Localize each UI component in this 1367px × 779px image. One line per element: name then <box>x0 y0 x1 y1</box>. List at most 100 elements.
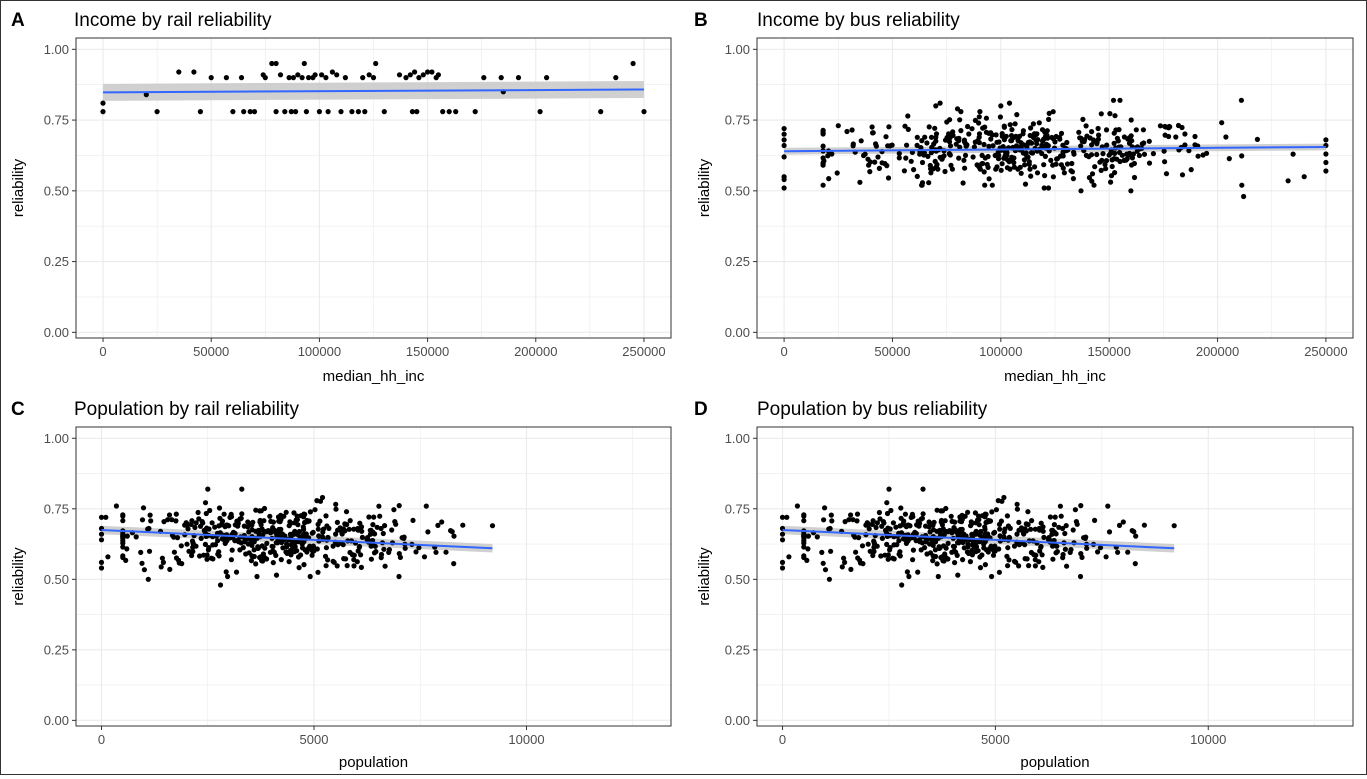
data-point <box>971 144 978 150</box>
data-point <box>173 518 179 524</box>
data-point <box>897 549 903 555</box>
data-point <box>919 159 926 166</box>
data-point <box>1239 153 1245 159</box>
data-point <box>315 526 321 532</box>
data-point <box>403 75 409 81</box>
data-point <box>995 156 1002 162</box>
data-point <box>920 486 926 492</box>
data-point <box>950 129 956 135</box>
data-point <box>977 109 983 115</box>
data-point <box>291 510 297 516</box>
data-point <box>944 119 950 125</box>
data-point <box>938 554 944 561</box>
data-point <box>113 503 119 509</box>
data-point <box>1057 503 1063 509</box>
data-point <box>781 126 787 132</box>
x-tick-label: 100000 <box>298 344 341 359</box>
data-point <box>1091 182 1097 188</box>
data-point <box>300 524 306 530</box>
x-tick-label: 0 <box>99 344 106 359</box>
data-point <box>257 508 263 514</box>
data-point <box>641 109 647 115</box>
data-point <box>270 544 276 550</box>
x-axis-label: population <box>339 754 408 771</box>
data-point <box>378 551 385 558</box>
data-point <box>1024 556 1030 562</box>
data-point <box>286 559 292 565</box>
data-point <box>933 103 939 109</box>
fit-line <box>782 528 1175 550</box>
data-point <box>972 510 979 516</box>
data-point <box>876 509 883 516</box>
data-point <box>888 507 894 514</box>
data-point <box>294 517 300 523</box>
data-point <box>1094 141 1100 147</box>
panel-title: Population by bus reliability <box>757 399 988 420</box>
data-point <box>298 552 304 558</box>
data-point <box>451 533 457 539</box>
data-point <box>273 60 279 67</box>
data-point <box>986 176 992 182</box>
data-point <box>1039 127 1046 133</box>
data-point <box>932 158 938 164</box>
data-point <box>120 532 126 539</box>
data-point <box>268 518 274 525</box>
data-point <box>1025 521 1031 528</box>
data-point <box>896 155 902 161</box>
data-point <box>1285 178 1291 184</box>
data-point <box>943 505 949 512</box>
data-point <box>1034 170 1041 176</box>
data-point <box>884 500 890 506</box>
data-point <box>381 109 387 115</box>
data-point <box>969 126 975 132</box>
data-point <box>389 527 395 533</box>
data-point <box>966 131 972 137</box>
data-point <box>167 566 173 573</box>
data-point <box>976 114 982 120</box>
data-point <box>1009 127 1015 133</box>
data-point <box>1083 123 1089 129</box>
data-point <box>245 541 251 547</box>
data-point <box>197 553 203 559</box>
data-point <box>235 523 241 529</box>
data-point <box>801 540 807 546</box>
data-point <box>314 546 320 552</box>
data-point <box>828 512 834 518</box>
data-point <box>1026 563 1032 569</box>
data-point <box>290 544 296 550</box>
data-point <box>992 529 998 536</box>
data-point <box>842 519 848 525</box>
data-point <box>1301 174 1307 180</box>
data-point <box>1001 124 1008 130</box>
data-point <box>222 524 228 530</box>
data-point <box>885 556 891 562</box>
data-point <box>158 564 164 570</box>
data-point <box>866 526 872 532</box>
y-tick-label: 1.00 <box>725 431 750 446</box>
data-point <box>930 539 936 545</box>
data-point <box>349 109 355 115</box>
data-point <box>1007 122 1013 128</box>
data-point <box>1021 157 1027 163</box>
data-point <box>402 545 408 551</box>
data-point <box>1027 166 1033 172</box>
data-point <box>1112 113 1118 119</box>
data-point <box>197 523 204 529</box>
data-point <box>209 520 215 526</box>
data-point <box>370 522 376 528</box>
data-point <box>1103 158 1110 164</box>
data-point <box>873 524 879 531</box>
data-point <box>303 531 309 537</box>
data-point <box>228 557 234 563</box>
data-point <box>1290 151 1296 157</box>
data-point <box>989 182 995 188</box>
data-point <box>261 505 268 512</box>
data-point <box>921 150 928 156</box>
data-point <box>966 550 972 557</box>
data-point <box>871 544 877 551</box>
data-point <box>997 533 1003 539</box>
data-point <box>1058 162 1064 168</box>
data-point <box>339 530 345 536</box>
data-point <box>381 546 387 552</box>
data-point <box>1005 563 1011 569</box>
